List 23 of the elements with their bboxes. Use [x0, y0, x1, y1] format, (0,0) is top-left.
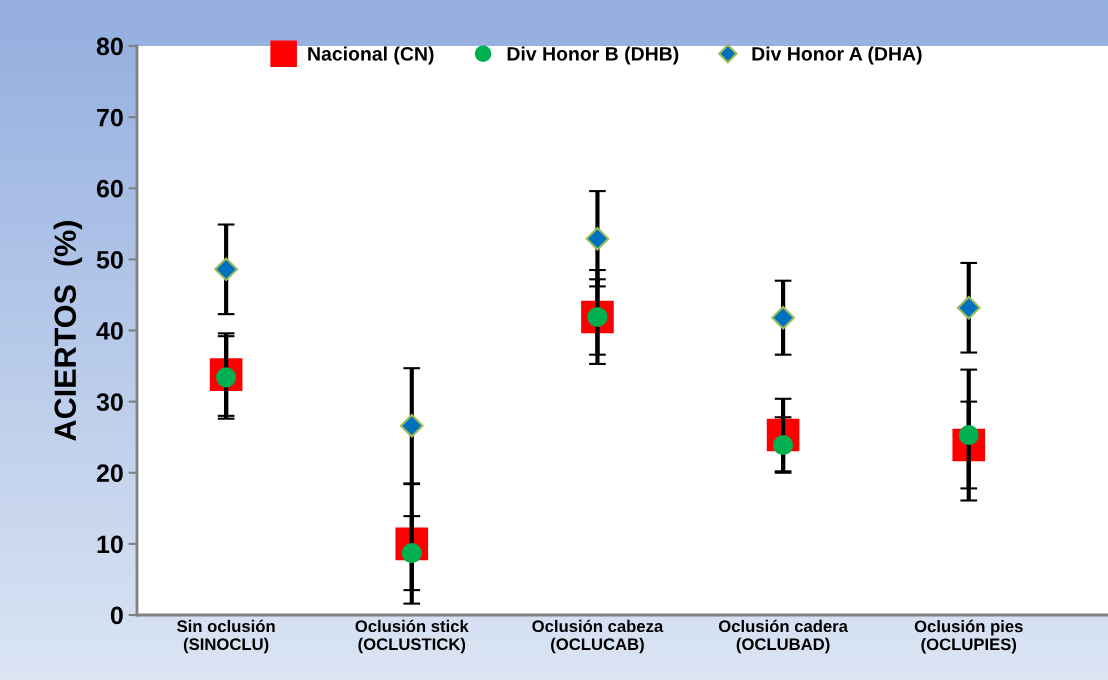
- y-tick-label: 10: [97, 535, 123, 554]
- x-tick-label: Oclusión pies (OCLUPIES): [914, 619, 1023, 654]
- y-tick-label: 40: [96, 322, 123, 340]
- y-tick-label: 30: [96, 393, 123, 411]
- point: [214, 257, 238, 282]
- point: [399, 413, 424, 438]
- y-tick-label: 80: [96, 37, 123, 56]
- y-axis-title: ACIERTOS (%): [53, 221, 83, 441]
- legend-label: Div Honor B (DHB): [507, 46, 679, 65]
- y-tick-label: 20: [96, 464, 123, 483]
- x-tick-label: Oclusión cadera (OCLUBAD): [718, 619, 849, 654]
- x-tick-label: Oclusión cabeza (OCLUCAB): [532, 619, 664, 654]
- y-tick-label: 60: [96, 179, 123, 198]
- point: [771, 305, 795, 330]
- legend-label: Nacional (CN): [308, 46, 434, 65]
- point: [956, 295, 981, 320]
- y-tick-label: 0: [110, 606, 123, 625]
- y-tick-label: 70: [97, 108, 123, 127]
- point: [585, 226, 610, 251]
- x-tick-label: Oclusión stick (OCLUSTICK): [355, 619, 469, 654]
- legend-label: Div Honor A (DHA): [752, 46, 922, 65]
- y-tick-label: 50: [96, 250, 123, 269]
- x-tick-label: Sin oclusión (SINOCLU): [177, 619, 275, 654]
